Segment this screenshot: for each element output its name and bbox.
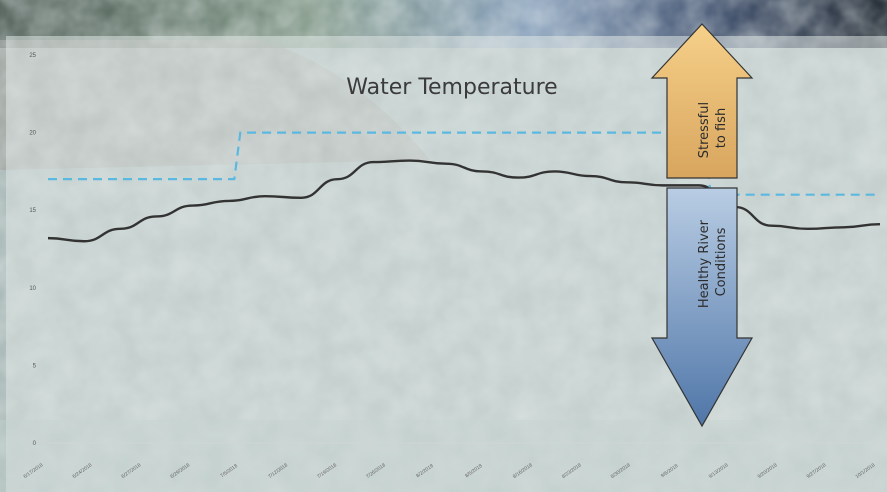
x-tick-label: 10/1/2018: [855, 462, 877, 480]
y-tick-label: 5: [33, 363, 37, 369]
x-tick-label: 8/23/2018: [561, 462, 583, 480]
y-tick-label: 15: [29, 208, 36, 214]
stressful-to-fish-arrow: Stressful to fish: [650, 23, 754, 179]
x-tick-label: 6/24/2018: [72, 462, 94, 480]
x-tick-label: 9/13/2018: [708, 462, 730, 480]
x-tick-label: 9/27/2018: [806, 462, 828, 480]
y-tick-label: 10: [29, 286, 36, 292]
down-arrow-icon: [650, 187, 754, 428]
x-tick-label: 6/27/2018: [120, 462, 142, 480]
y-tick-label: 20: [29, 131, 36, 137]
up-arrow-label-line2: to fish: [714, 108, 729, 148]
y-tick-label: 25: [29, 53, 36, 59]
svg-text:Stressful to fish: Stressful to fish: [697, 98, 729, 159]
x-tick-label: 7/26/2018: [365, 462, 387, 480]
x-tick-label: 8/5/2018: [464, 463, 484, 479]
temperature-line: [47, 159, 881, 243]
x-tick-label: 9/6/2018: [660, 463, 680, 479]
svg-text:Healthy River Conditions: Healthy River Conditions: [697, 216, 729, 308]
x-tick-label: 7/5/2018: [219, 463, 239, 479]
x-tick-label: 8/16/2018: [512, 462, 534, 480]
healthy-river-conditions-arrow: Healthy River Conditions: [650, 187, 754, 428]
series-group: [47, 131, 881, 243]
x-tick-label: 6/29/2018: [169, 462, 191, 480]
x-axis-ticks: 6/17/2018 6/24/2018 6/27/2018 6/29/2018 7/5/…: [23, 462, 877, 480]
x-tick-label: 8/2/2018: [415, 463, 435, 479]
x-tick-label: 9/20/2018: [757, 462, 779, 480]
up-arrow-icon: [650, 23, 754, 179]
y-tick-label: 0: [33, 441, 37, 447]
x-tick-label: 7/19/2018: [316, 462, 338, 480]
threshold-dashed-line: [48, 131, 880, 196]
y-axis-ticks: 0 5 10 15 20 25: [29, 53, 36, 447]
x-tick-label: 7/12/2018: [267, 462, 289, 480]
down-arrow-label-line2: Conditions: [714, 227, 729, 296]
x-tick-label: 8/30/2018: [610, 462, 632, 480]
down-arrow-label-line1: Healthy River: [697, 219, 712, 308]
x-tick-label: 6/17/2018: [23, 462, 45, 480]
chart-title: Water Temperature: [346, 75, 557, 100]
up-arrow-label-line1: Stressful: [697, 102, 712, 158]
